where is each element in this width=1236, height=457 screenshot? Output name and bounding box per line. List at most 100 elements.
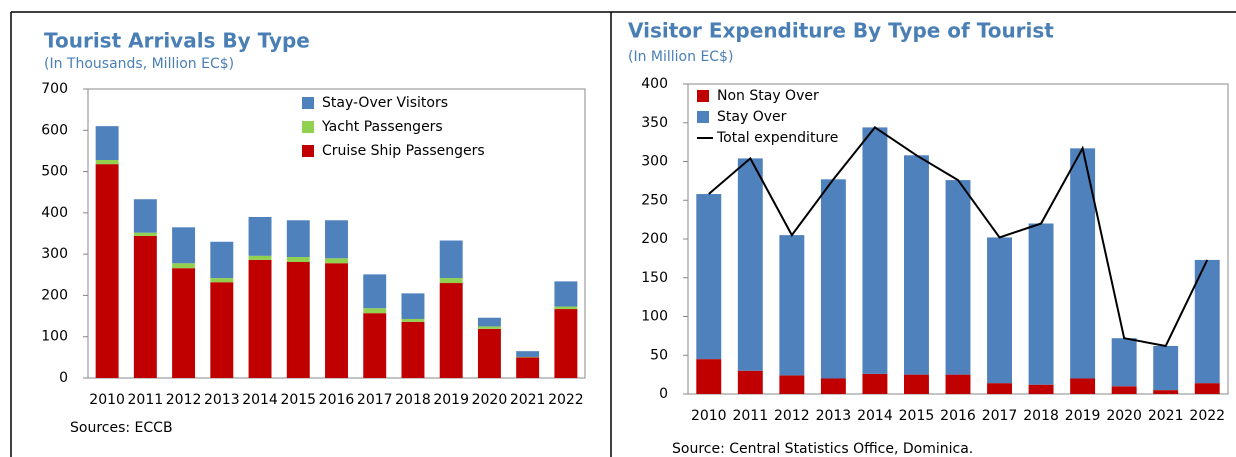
bar-segment [172, 268, 196, 378]
y-tick-label: 100 [41, 329, 68, 345]
bar-segment [820, 179, 846, 379]
bar-segment [363, 313, 387, 378]
bar-segment [1070, 378, 1096, 394]
y-tick-label: 200 [41, 287, 68, 303]
x-tick-label: 2011 [732, 408, 768, 424]
chart-subtitle: (In Thousands, Million EC$) [44, 56, 234, 72]
bar-segment [248, 255, 272, 260]
bar-segment [554, 306, 578, 310]
bar-segment [172, 263, 196, 269]
legend-label: Cruise Ship Passengers [322, 143, 485, 159]
bar-segment [987, 237, 1012, 384]
bar-segment [248, 216, 272, 256]
y-tick-label: 300 [41, 246, 68, 262]
bar-segment [210, 278, 234, 283]
bar-segment [325, 220, 348, 259]
bar-segment [133, 199, 157, 233]
x-tick-label: 2021 [510, 392, 546, 408]
legend-marker [697, 90, 709, 102]
bar-segment [172, 227, 196, 264]
bar-segment [210, 282, 234, 378]
x-tick-label: 2010 [691, 408, 727, 424]
bar-segment [1153, 390, 1179, 394]
legend-label: Yacht Passengers [321, 119, 443, 135]
y-tick-label: 0 [59, 370, 68, 386]
y-tick-label: 300 [641, 154, 668, 170]
y-tick-label: 100 [641, 309, 668, 325]
x-tick-label: 2010 [89, 392, 125, 408]
x-tick-label: 2014 [857, 408, 893, 424]
bar-segment [1028, 384, 1054, 394]
x-tick-label: 2016 [319, 392, 355, 408]
x-tick-label: 2013 [204, 392, 240, 408]
x-tick-label: 2016 [940, 408, 976, 424]
bar-segment [133, 235, 157, 378]
y-tick-label: 400 [641, 76, 668, 92]
bar-segment [439, 278, 463, 284]
x-tick-label: 2018 [1023, 408, 1059, 424]
bar-segment [95, 160, 119, 165]
x-tick-label: 2014 [242, 392, 278, 408]
legend-marker [697, 111, 709, 123]
y-tick-label: 250 [641, 192, 668, 208]
bar-segment [1194, 259, 1220, 384]
y-tick-label: 50 [650, 347, 668, 363]
bar-segment [439, 240, 463, 279]
bar-segment [325, 263, 348, 378]
x-tick-label: 2018 [395, 392, 431, 408]
x-tick-label: 2017 [357, 392, 393, 408]
source: Source: Central Statistics Office, Domin… [672, 441, 973, 457]
bar-segment [95, 126, 119, 161]
bar-segment [696, 359, 722, 394]
legend-marker [302, 145, 314, 157]
y-tick-label: 350 [641, 115, 668, 131]
bar-segment [779, 375, 805, 394]
bar-segment [737, 370, 763, 394]
bar-segment [401, 321, 425, 378]
x-tick-label: 2013 [816, 408, 852, 424]
bar-segment [286, 261, 310, 378]
y-tick-label: 500 [41, 164, 68, 180]
bar-segment [696, 194, 722, 360]
x-tick-label: 2020 [1106, 408, 1142, 424]
y-tick-label: 0 [659, 386, 668, 402]
bar-segment [516, 351, 540, 357]
bar-segment [1194, 383, 1220, 394]
bar-segment [363, 308, 387, 314]
bar-segment [779, 235, 805, 376]
x-tick-label: 2019 [433, 392, 469, 408]
bar-segment [1070, 148, 1096, 379]
bar-segment [401, 318, 425, 322]
total-line [708, 126, 1209, 348]
bar-segment [516, 357, 540, 378]
bar-segment [1111, 338, 1137, 387]
x-tick-label: 2015 [899, 408, 935, 424]
x-tick-label: 2017 [982, 408, 1018, 424]
bar-segment [95, 164, 119, 378]
bar-segment [904, 155, 929, 375]
bar-segment [945, 374, 971, 394]
x-tick-label: 2019 [1065, 408, 1101, 424]
x-tick-label: 2011 [128, 392, 164, 408]
bar-segment [477, 317, 501, 327]
chart-subtitle: (In Million EC$) [628, 49, 733, 65]
bar-segment [1028, 223, 1054, 385]
bar-segment [1111, 386, 1137, 394]
bar-segment [363, 274, 387, 309]
y-tick-label: 400 [41, 205, 68, 221]
x-tick-label: 2020 [472, 392, 508, 408]
bar-segment [820, 378, 846, 394]
x-tick-label: 2012 [166, 392, 202, 408]
x-tick-label: 2015 [280, 392, 316, 408]
bar-segment [862, 127, 888, 374]
bar-segment [904, 374, 929, 394]
x-tick-label: 2022 [1189, 408, 1225, 424]
bar-segment [286, 257, 310, 262]
legend-label: Stay-Over Visitors [322, 95, 448, 111]
bar-segment [325, 258, 348, 264]
legend-label: Stay Over [717, 109, 787, 125]
bar-segment [554, 281, 578, 307]
source: Sources: ECCB [70, 420, 173, 436]
bar-segment [945, 180, 971, 375]
